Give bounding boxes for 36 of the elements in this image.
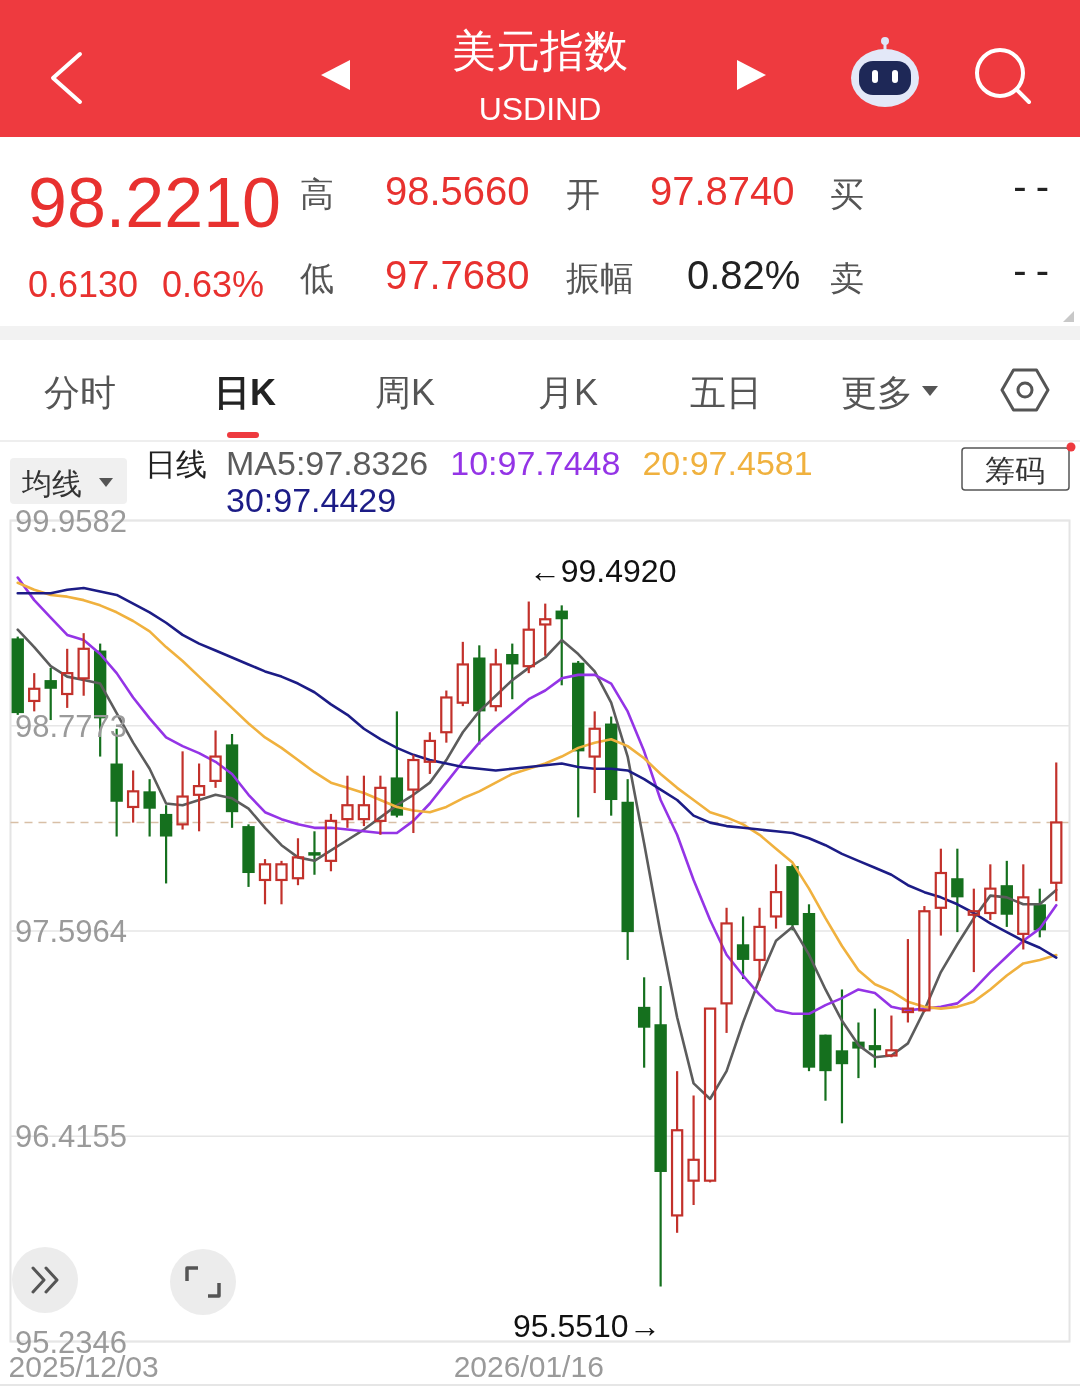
y-tick-label: 99.9582 — [15, 503, 128, 539]
text: 开 — [566, 175, 600, 213]
y-tick-label: 97.5964 — [15, 914, 128, 949]
text: 30:97.4429 — [226, 481, 397, 519]
text: 振幅 — [566, 259, 634, 297]
text: 月K — [537, 372, 599, 413]
y-tick-label: 96.4155 — [15, 1119, 128, 1155]
text: 98.5660 — [385, 169, 530, 213]
text: 卖 — [830, 259, 864, 297]
text: -- — [1013, 164, 1058, 208]
text: 97.8740 — [650, 169, 795, 213]
chart-title: 美元指数 — [452, 26, 628, 75]
text: 高 — [300, 175, 334, 213]
text: 日K — [214, 372, 276, 413]
text: 10:97.7448 — [450, 444, 621, 482]
text: 日线 — [145, 447, 207, 482]
text: 低 — [300, 259, 334, 297]
text: 分时 — [44, 372, 116, 413]
text: 五日 — [690, 372, 762, 413]
text: 0.82% — [687, 253, 801, 297]
text: 97.7680 — [385, 253, 530, 297]
annotation: ←99.4920 — [528, 552, 677, 589]
chart-subtitle: USDIND — [478, 91, 602, 127]
text: 买 — [830, 175, 864, 213]
text: 筹码 — [985, 454, 1045, 487]
annotation: 95.5510→ — [512, 1307, 661, 1344]
text: -- — [1013, 248, 1058, 292]
text: 均线 — [21, 467, 82, 500]
x-tick-label: 2026/01/16 — [453, 1350, 604, 1383]
text: 周K — [374, 372, 436, 413]
text: 更多 — [841, 372, 913, 413]
text: 98.2210 — [28, 164, 282, 242]
text: 0.6130 — [28, 264, 139, 305]
text: 0.63% — [162, 264, 265, 305]
text: MA5:97.8326 — [226, 444, 429, 482]
text: 20:97.4581 — [642, 444, 813, 482]
